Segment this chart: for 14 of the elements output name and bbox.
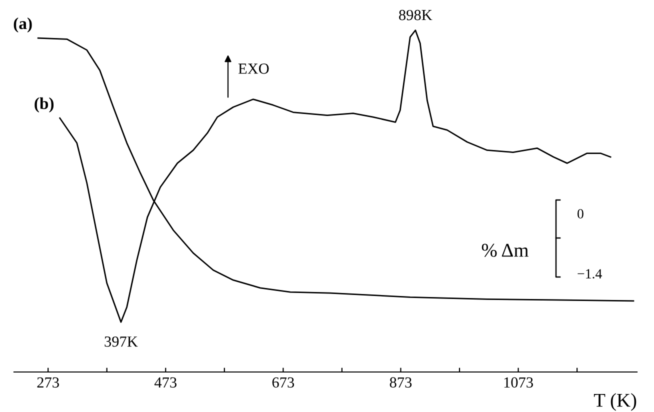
x-tick-label: 1073: [504, 377, 533, 388]
annotation: % Δm: [482, 244, 529, 257]
annotation: −1.4: [578, 269, 602, 279]
x-tick-label: 273: [37, 377, 59, 388]
x-tick-label: 873: [390, 377, 412, 388]
annotation: 898K: [399, 10, 432, 20]
annotation: 397K: [104, 336, 138, 347]
annotation: 0: [578, 209, 584, 218]
annotation: EXO: [238, 64, 269, 74]
x-tick-label: 473: [154, 377, 176, 388]
x-tick-label: 673: [272, 377, 294, 388]
series-label: (b): [34, 97, 54, 113]
series-label: (a): [14, 17, 32, 33]
x-axis-title: T (K): [594, 393, 636, 411]
